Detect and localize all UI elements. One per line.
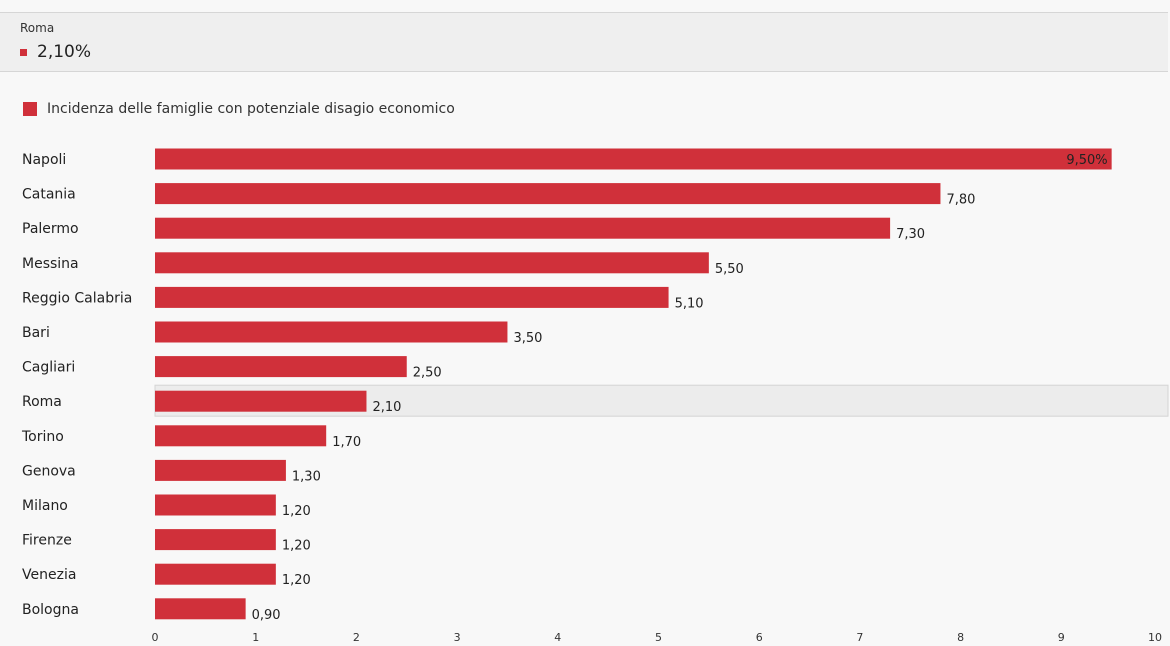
x-tick-label: 9 xyxy=(1058,631,1065,644)
bar[interactable] xyxy=(155,321,508,343)
value-label: 1,20 xyxy=(282,539,311,554)
value-label: 5,50 xyxy=(715,262,744,277)
tooltip-panel: Roma 2,10% xyxy=(0,12,1168,72)
x-tick-label: 6 xyxy=(756,631,763,644)
legend-label: Incidenza delle famiglie con potenziale … xyxy=(47,101,455,117)
bar[interactable] xyxy=(155,425,327,447)
category-label: Palermo xyxy=(22,221,79,237)
bar[interactable] xyxy=(155,598,246,620)
value-label: 0,90 xyxy=(252,608,281,623)
category-label: Bologna xyxy=(22,602,79,618)
x-tick-label: 5 xyxy=(655,631,662,644)
bar[interactable] xyxy=(155,459,286,481)
category-label: Messina xyxy=(22,256,79,272)
value-label: 9,50% xyxy=(1066,153,1107,168)
tooltip-category: Roma xyxy=(20,21,55,35)
value-label: 3,50 xyxy=(513,331,542,346)
x-tick-label: 7 xyxy=(856,631,863,644)
bar[interactable] xyxy=(155,252,709,274)
bar[interactable] xyxy=(155,217,891,239)
value-label: 1,30 xyxy=(292,469,321,484)
x-tick-label: 4 xyxy=(554,631,561,644)
category-label: Genova xyxy=(22,463,76,479)
category-label: Napoli xyxy=(22,152,66,168)
value-label: 1,70 xyxy=(332,435,361,450)
category-label: Milano xyxy=(22,498,68,514)
category-label: Reggio Calabria xyxy=(22,290,132,306)
category-label: Catania xyxy=(22,187,76,203)
bar[interactable] xyxy=(155,494,276,516)
value-label: 1,20 xyxy=(282,504,311,519)
x-tick-label: 8 xyxy=(957,631,964,644)
x-tick-label: 1 xyxy=(252,631,259,644)
bar[interactable] xyxy=(155,356,407,378)
value-label: 1,20 xyxy=(282,573,311,588)
category-label: Venezia xyxy=(22,567,76,583)
x-tick-label: 10 xyxy=(1148,631,1162,644)
tooltip-swatch xyxy=(20,48,27,56)
bar[interactable] xyxy=(155,390,367,412)
category-label: Roma xyxy=(22,394,62,410)
value-label: 2,10 xyxy=(372,400,401,415)
legend[interactable]: Incidenza delle famiglie con potenziale … xyxy=(23,101,455,117)
value-label: 7,80 xyxy=(946,193,975,208)
bar[interactable] xyxy=(155,563,276,585)
category-label: Firenze xyxy=(22,533,72,549)
category-label: Cagliari xyxy=(22,360,75,376)
value-label: 5,10 xyxy=(675,296,704,311)
x-tick-label: 0 xyxy=(152,631,159,644)
bar[interactable] xyxy=(155,529,276,551)
category-label: Torino xyxy=(21,429,64,445)
bar[interactable] xyxy=(155,183,941,205)
tooltip-value-row: 2,10% xyxy=(20,42,91,62)
legend-swatch xyxy=(23,102,37,116)
value-label: 7,30 xyxy=(896,227,925,242)
x-tick-label: 2 xyxy=(353,631,360,644)
category-label: Bari xyxy=(22,325,50,341)
x-tick-label: 3 xyxy=(454,631,461,644)
value-label: 2,50 xyxy=(413,366,442,381)
bar[interactable] xyxy=(155,148,1112,170)
bar[interactable] xyxy=(155,286,669,308)
tooltip-value: 2,10% xyxy=(37,42,92,62)
